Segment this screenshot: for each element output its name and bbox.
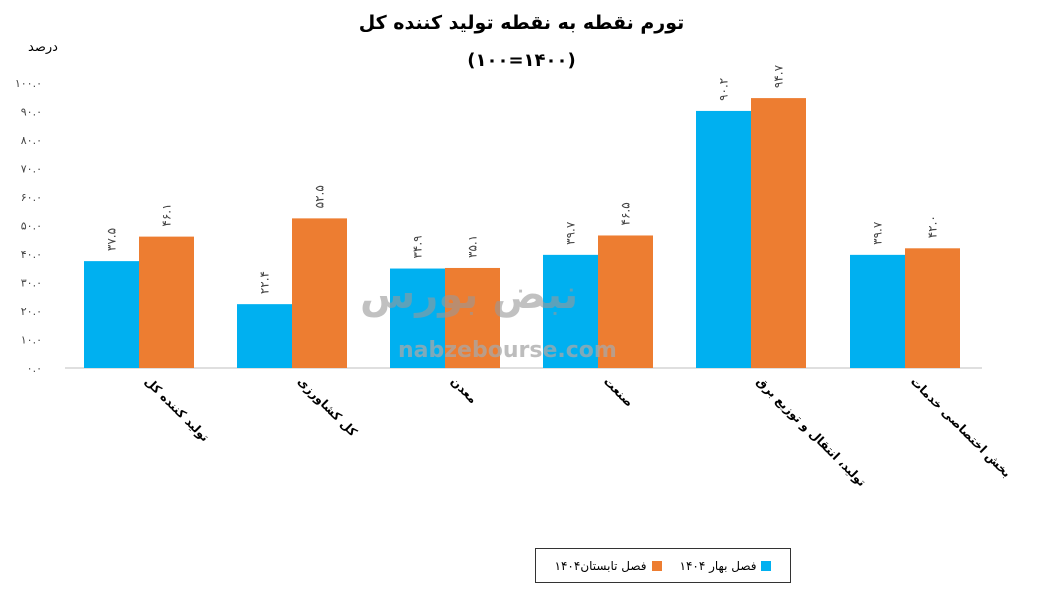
y-tick-label: ۸۰.۰ <box>21 134 42 147</box>
data-label: ۴۲.۰ <box>926 215 940 238</box>
y-tick-label: ۷۰.۰ <box>21 163 42 176</box>
bar <box>445 267 500 368</box>
y-tick-label: ۱۰۰.۰ <box>15 77 42 90</box>
y-tick-label: ۲۰.۰ <box>21 305 42 318</box>
bar <box>850 254 905 368</box>
x-tick-label: بخش اختصاصی خدمات <box>908 374 1014 480</box>
watermark-text: nabzebourse.com <box>398 338 617 363</box>
data-label: ۹۴.۷ <box>772 64 786 88</box>
bar <box>905 248 960 368</box>
bar <box>696 110 751 369</box>
y-tick-label: ۱۰.۰ <box>21 334 42 347</box>
y-axis-label: درصد <box>28 40 58 55</box>
data-label: ۳۵.۱ <box>466 235 480 258</box>
x-tick-label: صنعت <box>601 374 636 409</box>
data-label: ۳۷.۵ <box>105 228 119 251</box>
y-tick-label: ۰.۰ <box>27 362 42 375</box>
bar <box>292 218 347 368</box>
legend-label: فصل تابستان۱۴۰۴ <box>554 558 647 573</box>
bar <box>598 235 653 368</box>
legend-swatch <box>761 560 772 571</box>
x-tick-label: تولید، انتقال و توزیع برق <box>753 374 869 490</box>
bar <box>543 254 598 368</box>
data-label: ۴۶.۵ <box>619 202 633 225</box>
x-tick-label: تولید کننده کل <box>141 374 212 445</box>
y-tick-label: ۴۰.۰ <box>21 248 42 261</box>
legend-label: فصل بهار ۱۴۰۴ <box>679 558 757 573</box>
legend-item-spring: فصل بهار ۱۴۰۴ <box>680 559 772 573</box>
legend: فصل بهار ۱۴۰۴ فصل تابستان۱۴۰۴ <box>535 548 791 583</box>
y-tick-label: ۹۰.۰ <box>21 106 42 119</box>
bar <box>237 304 292 368</box>
bar <box>751 98 806 368</box>
bar <box>84 261 139 368</box>
data-label: ۳۹.۷ <box>871 221 885 245</box>
y-tick-label: ۳۰.۰ <box>21 277 42 290</box>
bar <box>139 236 194 368</box>
legend-item-summer: فصل تابستان۱۴۰۴ <box>555 559 662 573</box>
y-tick-label: ۵۰.۰ <box>21 220 42 233</box>
chart-title: تورم نقطه به نقطه تولید کننده کل <box>358 12 685 34</box>
data-label: ۴۶.۱ <box>160 203 174 226</box>
x-tick-label: معدن <box>448 374 480 406</box>
legend-swatch <box>651 560 662 571</box>
data-label: ۲۲.۴ <box>258 271 272 294</box>
watermark-logo: نبض بورس <box>360 272 579 318</box>
data-label: ۵۲.۵ <box>313 185 327 208</box>
x-tick-label: کل کشاورزی <box>294 374 360 440</box>
y-tick-label: ۶۰.۰ <box>21 191 42 204</box>
chart-subtitle: (۱۴۰۰=۱۰۰) <box>467 50 576 71</box>
data-label: ۹۰.۲ <box>717 78 731 101</box>
bar <box>390 268 445 368</box>
data-label: ۳۴.۹ <box>411 235 425 258</box>
data-label: ۳۹.۷ <box>564 221 578 245</box>
